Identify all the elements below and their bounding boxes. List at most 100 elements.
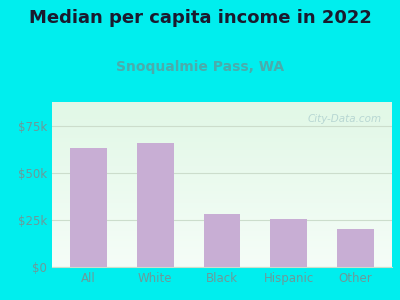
Bar	[52, 231, 392, 232]
Bar	[52, 135, 392, 137]
Bar	[52, 152, 392, 153]
Bar	[52, 199, 392, 201]
Bar	[52, 130, 392, 132]
Text: Median per capita income in 2022: Median per capita income in 2022	[28, 9, 372, 27]
Bar	[52, 259, 392, 260]
Bar	[52, 171, 392, 173]
Bar	[270, 219, 307, 267]
Bar	[52, 133, 392, 135]
Bar	[52, 262, 392, 264]
Bar	[52, 181, 392, 183]
Bar	[52, 161, 392, 163]
Bar	[52, 160, 392, 161]
Bar	[52, 183, 392, 184]
Text: City-Data.com: City-Data.com	[308, 113, 382, 124]
Bar	[52, 236, 392, 237]
Bar	[52, 201, 392, 203]
Bar	[52, 193, 392, 194]
Bar	[52, 206, 392, 208]
Bar	[52, 203, 392, 204]
Bar	[52, 265, 392, 267]
Bar	[52, 110, 392, 112]
Bar	[52, 120, 392, 122]
Bar	[52, 168, 392, 170]
Bar	[52, 153, 392, 155]
Bar	[52, 173, 392, 175]
Bar	[52, 232, 392, 234]
Bar	[52, 254, 392, 256]
Bar	[52, 146, 392, 148]
Bar	[52, 264, 392, 265]
Bar	[52, 102, 392, 104]
Bar	[52, 150, 392, 152]
Bar	[52, 175, 392, 176]
Bar	[52, 260, 392, 262]
Bar	[52, 242, 392, 244]
Bar	[52, 239, 392, 241]
Bar	[52, 221, 392, 223]
Bar	[52, 191, 392, 193]
Bar	[52, 227, 392, 229]
Bar	[52, 194, 392, 196]
Bar	[52, 216, 392, 218]
Bar	[52, 128, 392, 130]
Bar	[52, 109, 392, 110]
Bar	[52, 237, 392, 239]
Bar	[52, 218, 392, 219]
Bar	[52, 104, 392, 105]
Bar	[52, 155, 392, 156]
Bar	[52, 256, 392, 257]
Bar	[52, 244, 392, 245]
Bar	[52, 229, 392, 231]
Bar	[52, 132, 392, 133]
Bar	[52, 234, 392, 236]
Bar	[52, 158, 392, 160]
Bar	[52, 113, 392, 115]
Bar	[52, 105, 392, 107]
Bar	[204, 214, 240, 267]
Bar	[52, 198, 392, 199]
Bar	[52, 222, 392, 224]
Bar	[52, 170, 392, 171]
Bar	[52, 214, 392, 216]
Bar	[52, 224, 392, 226]
Bar	[52, 241, 392, 242]
Bar	[52, 190, 392, 191]
Bar	[52, 245, 392, 247]
Bar	[52, 122, 392, 124]
Bar	[52, 156, 392, 158]
Bar	[52, 249, 392, 250]
Bar	[52, 226, 392, 227]
Bar	[52, 209, 392, 211]
Bar	[52, 219, 392, 221]
Bar	[52, 142, 392, 143]
Bar	[52, 138, 392, 140]
Bar	[52, 188, 392, 190]
Bar	[52, 115, 392, 117]
Bar	[137, 142, 174, 267]
Bar	[52, 208, 392, 209]
Bar	[52, 124, 392, 125]
Bar	[52, 163, 392, 165]
Bar	[52, 148, 392, 150]
Bar	[52, 211, 392, 212]
Bar	[52, 107, 392, 109]
Bar	[52, 252, 392, 254]
Bar	[52, 145, 392, 147]
Text: Snoqualmie Pass, WA: Snoqualmie Pass, WA	[116, 60, 284, 74]
Bar	[52, 247, 392, 249]
Bar	[52, 184, 392, 186]
Bar	[337, 229, 374, 267]
Bar	[52, 140, 392, 142]
Bar	[52, 112, 392, 113]
Bar	[52, 117, 392, 118]
Bar	[52, 166, 392, 168]
Bar	[52, 165, 392, 166]
Bar	[52, 176, 392, 178]
Bar	[52, 250, 392, 252]
Bar	[52, 179, 392, 181]
Bar	[52, 196, 392, 198]
Bar	[52, 143, 392, 145]
Bar	[52, 118, 392, 120]
Bar	[70, 148, 107, 267]
